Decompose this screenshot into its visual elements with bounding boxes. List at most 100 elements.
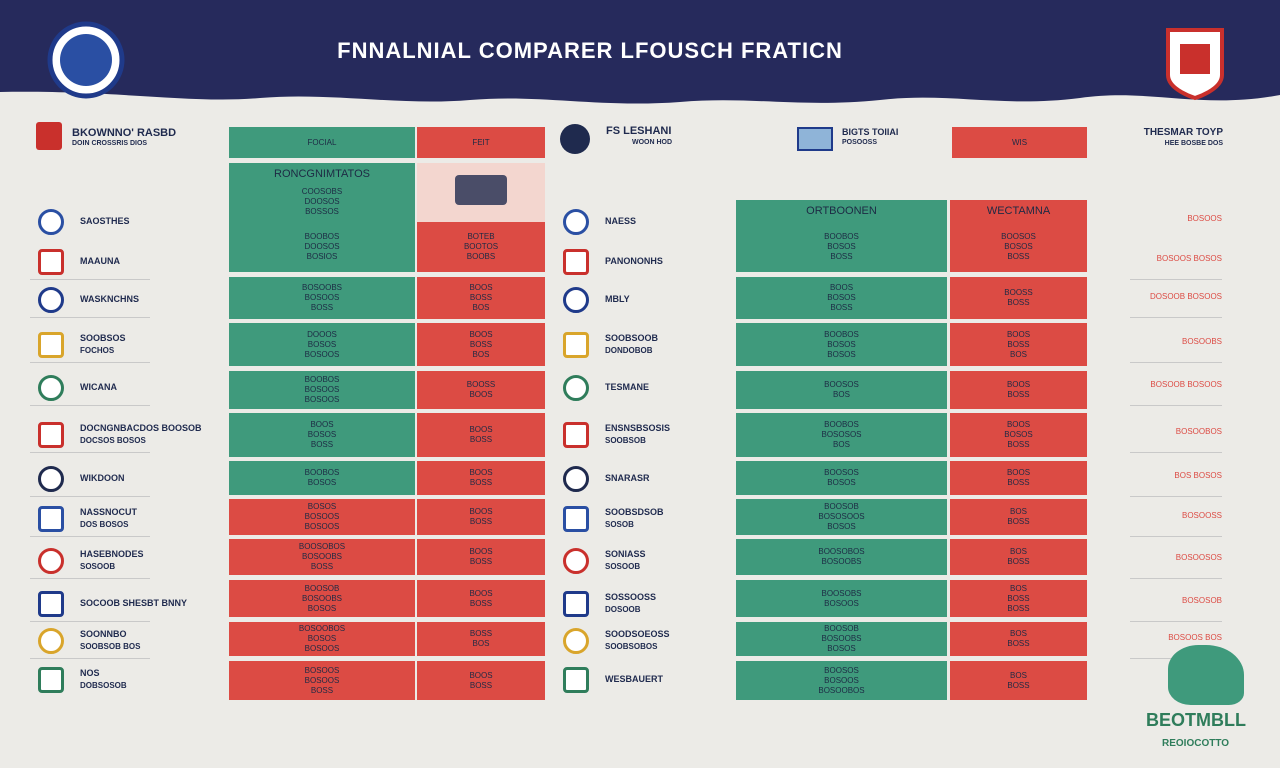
cell-text: BOSS [469, 680, 493, 690]
cell: BOOBOS BOSOOS BOSOOS [229, 371, 415, 409]
cell-text: BOSSOS [305, 207, 339, 216]
cell-text: BOSOOBOS [298, 624, 346, 633]
team-logo [38, 548, 64, 574]
cell-text: BOS [1010, 547, 1027, 556]
cell-text: COOSOBS [301, 187, 343, 196]
team-name: DOCNGNBACDOS BOOSOB [80, 423, 202, 433]
team-sub: FOCHOS [80, 346, 115, 355]
team-sub: SOSOOB [605, 562, 641, 571]
cell: BOOS BOSS BOS [417, 323, 545, 366]
cell-text: BOOSOB [304, 583, 340, 593]
side-note: BOSOOSS [1181, 511, 1222, 520]
cell-text: BOSOOS [304, 522, 340, 531]
cell: BOOSOS BOSOS BOSS [950, 222, 1087, 272]
cell-text: BOSS [310, 303, 334, 312]
cell: BOOS BOSS [417, 461, 545, 495]
cell-text: BOOS [1006, 329, 1031, 339]
column-header: FEIT [417, 127, 545, 158]
team-logo [563, 209, 589, 235]
cell-text: BOOSOS [1001, 232, 1036, 241]
cell-text: BOSS [310, 440, 334, 449]
cell: DOOOS BOSOS BOSOOS [229, 323, 415, 366]
team-logo [38, 249, 64, 275]
cell-text: BOSOSOOS [818, 512, 865, 521]
team-sub: DOCSOS BOSOS [80, 436, 146, 445]
cell-text: BOOSOS [824, 468, 859, 477]
cell-text: DOOOS [307, 329, 337, 339]
team-sub: DOBSOSOB [80, 681, 127, 690]
cell-text: BOOS [1006, 380, 1031, 389]
cell-text: BOOS [1006, 468, 1031, 477]
cell-text: BOTEB [467, 232, 495, 241]
divider [1130, 578, 1222, 579]
cell-text: BOSS [310, 685, 334, 695]
cell-text: BOOBOS [304, 468, 340, 477]
cell-text: BOOBOS [304, 375, 340, 384]
cell-text: DOOSOS [304, 197, 340, 206]
cell: BOOSS BOSS [950, 277, 1087, 319]
cell-text: BOOS [469, 283, 493, 292]
column-header: WIS [952, 127, 1087, 158]
side-note: BOSOOSOS [1175, 553, 1222, 562]
cell-text: BOSS [830, 303, 853, 312]
divider [1130, 279, 1222, 280]
cell-text: BOSOOS [304, 644, 340, 653]
team-name: PANONONHS [605, 256, 663, 266]
side-note: BOSOOS BOS [1168, 633, 1222, 642]
cell: BOSOOBOS BOSOS BOSOOS [229, 622, 415, 656]
divider [30, 279, 150, 280]
team-sub: SOSOB [605, 520, 634, 529]
cell-text: BOSS [1007, 593, 1030, 603]
team-name: SNARASR [605, 473, 650, 483]
divider [30, 578, 150, 579]
cell: BOSOOS BOSOOS BOSS [229, 661, 415, 700]
cell-text: BOSOOBS [821, 634, 862, 643]
team-sub: SOOBSOBOS [605, 642, 658, 651]
cell-text: BOOS [469, 507, 493, 516]
cell: BOOSOS BOSOS [736, 461, 947, 495]
cell-text: BOOSOBOS [298, 542, 346, 551]
team-sub: DOIN CROSSRIS DIOS [72, 140, 148, 147]
cell-text: BOSS [1007, 478, 1030, 487]
cell-text: BOSOOS [304, 675, 340, 685]
cell-text: BOOSOBOS [818, 547, 865, 556]
cell-text: BOOS [1006, 420, 1031, 429]
team-name: SOOBSOOB [605, 333, 659, 343]
cell: BOOS BOSS [417, 413, 545, 457]
cell-text: BOSS [469, 339, 493, 349]
cell-text: BOOSOS [824, 665, 859, 675]
club-logo [560, 124, 590, 154]
side-note: BOSOOBOS [1175, 427, 1222, 436]
cell-text: BOS [472, 349, 490, 359]
cell-text: BOSS [469, 435, 493, 444]
column-header: FOCIAL [229, 127, 415, 158]
team-sub: DONDOBOB [605, 346, 653, 355]
team-logo [563, 332, 589, 358]
cell-text: BOOBOS [824, 329, 859, 339]
subheader: RONCGNIMTATOS [274, 168, 370, 180]
cell-text: BOOBOS [304, 232, 340, 241]
cell-text: BOS [1010, 670, 1027, 680]
cell-text: BOSOS [307, 430, 337, 439]
team-logo [563, 548, 589, 574]
cell-text: BOSOS [1004, 430, 1033, 439]
badge-sub: REOIOCOTTO [1162, 738, 1230, 749]
side-note: BOSOOS [1187, 214, 1222, 223]
cell: BOSS BOS [417, 622, 545, 656]
cell-text: BOS [833, 440, 850, 449]
side-note: DOSOOB BOSOOS [1149, 292, 1222, 301]
divider [1130, 317, 1222, 318]
cell-text: BOSOOS [304, 385, 340, 394]
cell-text: BOSS [310, 562, 334, 571]
cell-text: FEIT [472, 137, 490, 147]
subheader-cell: ORTBOONEN [736, 200, 947, 222]
divider [30, 536, 150, 537]
cell: BOOBOS BOSOSOS BOS [736, 413, 947, 457]
cell: BOOSOBOS BOSOOBS BOSS [229, 539, 415, 575]
team-logo [563, 667, 589, 693]
divider [30, 452, 150, 453]
cell: BOOBOS BOSOS BOSS [736, 222, 947, 272]
divider [1130, 452, 1222, 453]
team-name: SAOSTHES [80, 216, 130, 226]
team-sub: DOS BOSOS [80, 520, 129, 529]
